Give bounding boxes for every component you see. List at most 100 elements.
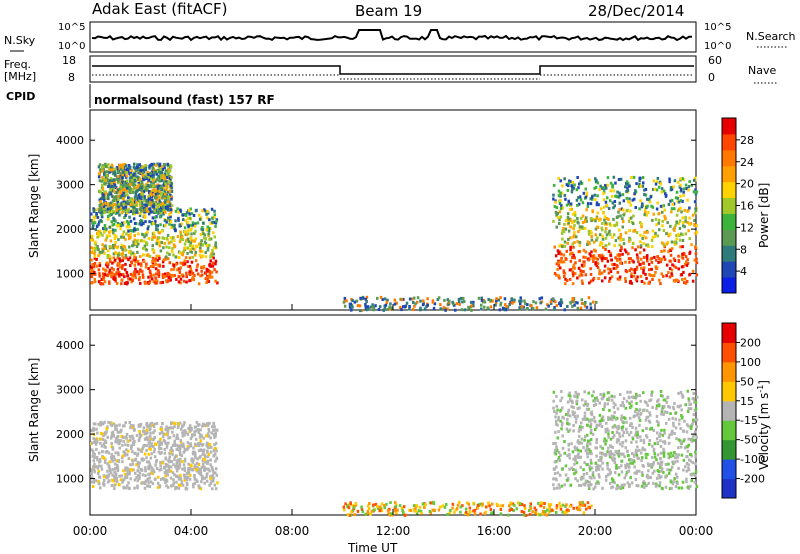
heatmap-cell: [690, 243, 693, 247]
heatmap-cell: [572, 253, 575, 257]
heatmap-cell: [586, 402, 590, 406]
heatmap-cell: [569, 248, 572, 252]
heatmap-cell: [629, 431, 633, 434]
heatmap-cell: [583, 263, 586, 267]
heatmap-cell: [100, 183, 104, 187]
heatmap-cell: [152, 249, 156, 252]
heatmap-cell: [662, 470, 665, 474]
heatmap-cell: [214, 241, 217, 245]
heatmap-cell: [110, 275, 113, 279]
heatmap-cell: [573, 183, 576, 187]
heatmap-cell: [590, 413, 594, 417]
heatmap-cell: [380, 502, 384, 506]
heatmap-cell: [143, 452, 147, 456]
heatmap-cell: [95, 427, 98, 431]
heatmap-cell: [100, 464, 103, 468]
heatmap-cell: [560, 390, 563, 393]
heatmap-cell: [381, 298, 384, 301]
heatmap-cell: [175, 469, 179, 473]
heatmap-cell: [567, 429, 570, 433]
heatmap-cell: [115, 177, 118, 181]
heatmap-cell: [94, 479, 98, 483]
heatmap-cell: [681, 480, 685, 484]
heatmap-cell: [164, 456, 167, 460]
heatmap-cell: [554, 300, 557, 304]
heatmap-cell: [188, 209, 191, 212]
heatmap-cell: [671, 198, 674, 202]
heatmap-cell: [604, 200, 608, 204]
heatmap-cell: [144, 188, 148, 191]
heatmap-cell: [469, 300, 473, 304]
heatmap-cell: [638, 182, 641, 186]
heatmap-cell: [112, 181, 115, 185]
heatmap-cell: [96, 244, 99, 248]
heatmap-cell: [113, 196, 116, 200]
heatmap-cell: [175, 463, 178, 467]
heatmap-cell: [105, 165, 108, 169]
heatmap-cell: [477, 296, 481, 300]
heatmap-cell: [642, 438, 646, 442]
heatmap-cell: [140, 457, 144, 461]
heatmap-cell: [122, 469, 125, 473]
heatmap-cell: [658, 435, 661, 438]
heatmap-cell: [130, 169, 133, 172]
heatmap-cell: [114, 258, 117, 262]
heatmap-cell: [621, 252, 624, 256]
heatmap-cell: [101, 169, 104, 173]
heatmap-cell: [119, 265, 122, 269]
heatmap-cell: [105, 450, 109, 453]
heatmap-cell: [664, 192, 667, 196]
heatmap-cell: [685, 263, 689, 267]
heatmap-cell: [139, 169, 142, 173]
heatmap-cell: [569, 414, 572, 418]
heatmap-cell: [430, 501, 433, 505]
nave-right-bottom-tick: 0: [708, 71, 715, 84]
heatmap-cell: [182, 218, 185, 222]
heatmap-cell: [657, 421, 660, 425]
heatmap-cell: [644, 418, 648, 422]
heatmap-cell: [161, 431, 164, 435]
heatmap-cell: [124, 435, 128, 439]
heatmap-cell: [92, 219, 95, 223]
heatmap-cell: [396, 508, 399, 512]
heatmap-cell: [159, 437, 162, 441]
heatmap-cell: [592, 390, 595, 394]
heatmap-cell: [161, 276, 165, 279]
heatmap-cell: [138, 436, 141, 440]
heatmap-cell: [582, 446, 585, 450]
heatmap-cell: [152, 173, 155, 177]
heatmap-cell: [137, 183, 140, 187]
heatmap-cell: [105, 263, 108, 267]
heatmap-cell: [647, 481, 650, 485]
heatmap-cell: [138, 199, 141, 203]
heatmap-cell: [620, 417, 623, 421]
heatmap-cell: [422, 299, 425, 303]
heatmap-cell: [121, 188, 124, 192]
heatmap-cell: [650, 455, 654, 459]
heatmap-cell: [685, 187, 688, 191]
heatmap-cell: [683, 277, 687, 281]
heatmap-cell: [436, 298, 440, 301]
heatmap-cell: [612, 479, 615, 482]
heatmap-cell: [201, 250, 204, 253]
heatmap-cell: [610, 258, 613, 262]
heatmap-cell: [121, 166, 124, 169]
heatmap-cell: [179, 447, 182, 450]
heatmap-cell: [614, 181, 617, 185]
heatmap-cell: [616, 407, 620, 411]
heatmap-cell: [614, 239, 618, 243]
heatmap-cell: [669, 412, 672, 416]
heatmap-cell: [192, 223, 195, 227]
heatmap-cell: [133, 452, 136, 456]
heatmap-cell: [155, 210, 158, 214]
heatmap-cell: [166, 271, 170, 275]
heatmap-cell: [519, 296, 522, 300]
heatmap-cell: [192, 278, 195, 281]
heatmap-cell: [565, 183, 569, 187]
heatmap-cell: [638, 185, 641, 189]
heatmap-cell: [617, 178, 621, 181]
heatmap-cell: [343, 508, 346, 512]
heatmap-cell: [604, 244, 608, 248]
heatmap-cell: [163, 219, 167, 223]
heatmap-cell: [636, 436, 639, 439]
